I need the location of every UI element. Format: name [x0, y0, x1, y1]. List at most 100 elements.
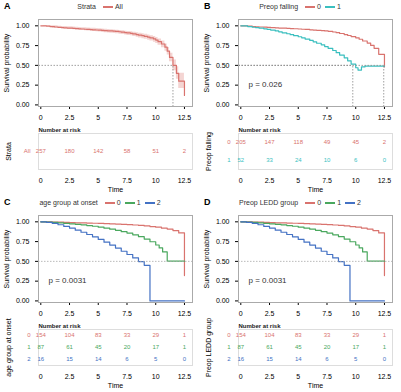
svg-text:0: 0 [227, 139, 231, 145]
svg-text:45: 45 [352, 139, 359, 145]
svg-text:1: 1 [183, 332, 187, 338]
svg-text:12.5: 12.5 [378, 177, 392, 184]
svg-text:0.75: 0.75 [16, 238, 30, 245]
svg-text:7.5: 7.5 [322, 114, 332, 121]
svg-text:Number at risk: Number at risk [239, 127, 282, 133]
svg-text:12.5: 12.5 [178, 114, 192, 121]
svg-text:104: 104 [65, 332, 76, 338]
svg-text:17: 17 [152, 344, 159, 350]
svg-text:12.5: 12.5 [378, 373, 392, 380]
svg-text:2.5: 2.5 [265, 114, 275, 121]
svg-text:0: 0 [239, 114, 243, 121]
svg-text:15: 15 [66, 356, 73, 362]
svg-text:Time: Time [108, 382, 123, 389]
svg-text:6: 6 [125, 356, 129, 362]
svg-text:1: 1 [27, 344, 31, 350]
svg-text:2: 2 [183, 148, 187, 154]
svg-text:16: 16 [37, 356, 44, 362]
svg-text:6: 6 [354, 157, 358, 163]
svg-text:p = 0.0031: p = 0.0031 [49, 276, 88, 285]
svg-text:12.5: 12.5 [378, 114, 392, 121]
svg-text:7.5: 7.5 [122, 177, 132, 184]
svg-text:12.5: 12.5 [178, 310, 192, 317]
svg-text:10: 10 [152, 310, 160, 317]
svg-text:1.00: 1.00 [16, 22, 30, 29]
svg-text:Number at risk: Number at risk [39, 127, 82, 133]
svg-text:Time: Time [108, 186, 123, 193]
svg-text:10: 10 [352, 114, 360, 121]
svg-text:2: 2 [227, 356, 231, 362]
svg-text:10: 10 [352, 177, 360, 184]
svg-text:20: 20 [124, 344, 131, 350]
svg-text:14: 14 [95, 356, 102, 362]
svg-text:0.25: 0.25 [16, 277, 30, 284]
svg-text:0: 0 [39, 177, 43, 184]
svg-text:0.50: 0.50 [216, 62, 230, 69]
svg-text:257: 257 [36, 148, 47, 154]
svg-text:14: 14 [295, 356, 302, 362]
svg-text:2: 2 [383, 139, 387, 145]
svg-text:147: 147 [265, 139, 276, 145]
svg-text:5: 5 [296, 177, 300, 184]
svg-text:0: 0 [239, 310, 243, 317]
svg-text:29: 29 [152, 332, 159, 338]
svg-text:87: 87 [237, 344, 244, 350]
svg-text:1: 1 [383, 344, 387, 350]
svg-text:Time: Time [308, 382, 323, 389]
svg-text:142: 142 [93, 148, 104, 154]
svg-text:0: 0 [383, 157, 387, 163]
svg-text:61: 61 [66, 344, 73, 350]
svg-text:Number at risk: Number at risk [239, 323, 282, 329]
svg-text:33: 33 [266, 157, 273, 163]
svg-text:12.5: 12.5 [378, 310, 392, 317]
svg-text:2.5: 2.5 [265, 310, 275, 317]
svg-text:Survival probability: Survival probability [203, 33, 211, 92]
svg-text:p = 0.026: p = 0.026 [249, 80, 283, 89]
svg-text:154: 154 [236, 332, 247, 338]
svg-text:0.75: 0.75 [16, 42, 30, 49]
svg-text:0.00: 0.00 [216, 297, 230, 304]
svg-text:12.5: 12.5 [178, 373, 192, 380]
svg-text:5: 5 [296, 114, 300, 121]
svg-text:1.00: 1.00 [216, 22, 230, 29]
svg-text:0: 0 [39, 310, 43, 317]
svg-text:118: 118 [293, 139, 303, 145]
svg-text:Time: Time [308, 186, 323, 193]
svg-text:0.75: 0.75 [216, 42, 230, 49]
svg-text:1: 1 [227, 344, 231, 350]
svg-text:Preop LEDD group: Preop LEDD group [205, 318, 213, 377]
svg-text:7.5: 7.5 [122, 310, 132, 317]
svg-text:2.5: 2.5 [65, 114, 75, 121]
svg-text:5: 5 [296, 310, 300, 317]
svg-text:5: 5 [96, 177, 100, 184]
svg-text:age group at onset: age group at onset [5, 318, 13, 376]
svg-text:2.5: 2.5 [65, 373, 75, 380]
svg-text:15: 15 [266, 356, 273, 362]
svg-text:1.00: 1.00 [16, 218, 30, 225]
svg-text:61: 61 [266, 344, 273, 350]
svg-text:p = 0.0031: p = 0.0031 [249, 276, 288, 285]
svg-text:104: 104 [265, 332, 276, 338]
svg-text:10: 10 [324, 157, 331, 163]
svg-text:24: 24 [295, 157, 302, 163]
svg-text:51: 51 [152, 148, 159, 154]
svg-text:7.5: 7.5 [122, 114, 132, 121]
svg-text:Strata: Strata [5, 142, 12, 161]
svg-text:29: 29 [352, 332, 359, 338]
svg-text:58: 58 [124, 148, 131, 154]
svg-text:5: 5 [296, 373, 300, 380]
svg-text:0.75: 0.75 [216, 238, 230, 245]
svg-text:0.50: 0.50 [16, 62, 30, 69]
svg-text:6: 6 [325, 356, 329, 362]
svg-text:2.5: 2.5 [265, 373, 275, 380]
svg-text:10: 10 [352, 373, 360, 380]
svg-text:0.50: 0.50 [216, 258, 230, 265]
svg-text:0.25: 0.25 [216, 277, 230, 284]
svg-text:0: 0 [227, 332, 231, 338]
svg-text:0.00: 0.00 [16, 297, 30, 304]
svg-text:205: 205 [236, 139, 247, 145]
svg-text:10: 10 [152, 373, 160, 380]
svg-text:2: 2 [27, 356, 31, 362]
svg-text:10: 10 [152, 177, 160, 184]
svg-text:180: 180 [65, 148, 76, 154]
